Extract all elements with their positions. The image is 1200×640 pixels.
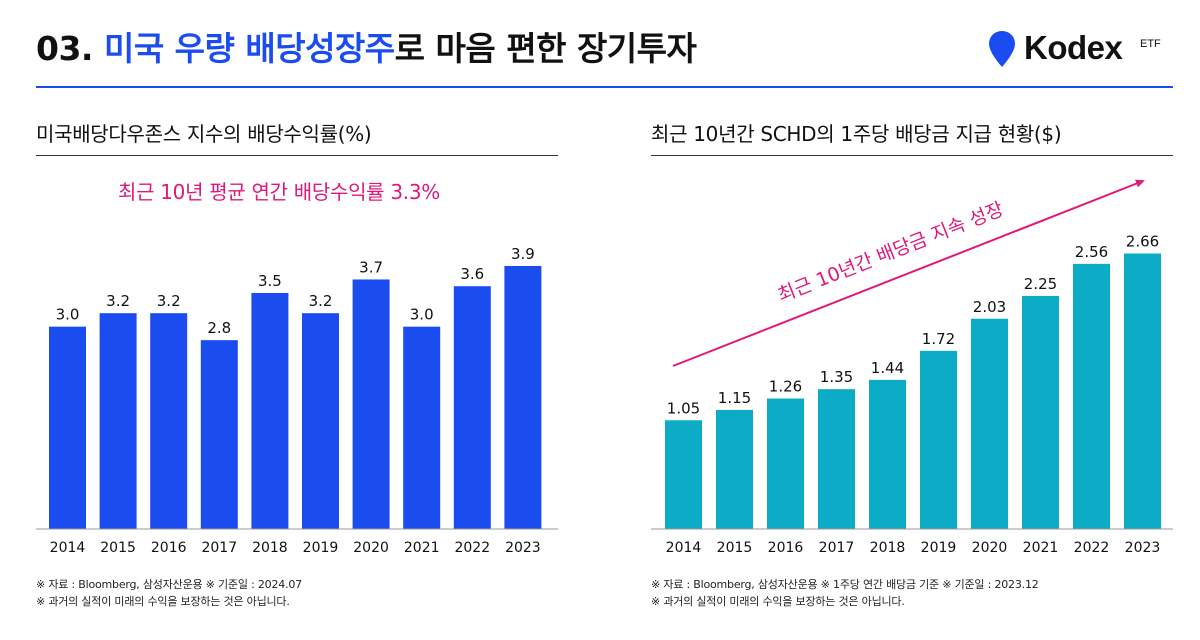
logo-text: Kodex	[1024, 29, 1123, 66]
left-chart-year-label: 2016	[151, 540, 187, 556]
page-title: 03. 미국 우량 배당성장주로 마음 편한 장기투자	[36, 22, 697, 70]
right-disclaimer-note: ※ 과거의 실적이 미래의 수익을 보장하는 것은 아닙니다.	[651, 595, 905, 608]
left-chart-value-label: 3.9	[511, 245, 535, 263]
left-chart-value-label: 3.0	[410, 306, 434, 324]
left-chart-bar	[352, 279, 390, 529]
right-chart-year-label: 2014	[666, 540, 702, 556]
left-title-divider	[36, 155, 558, 156]
left-chart-value-label: 3.7	[359, 258, 383, 276]
left-chart-bar	[504, 265, 542, 529]
left-chart-value-label: 3.2	[106, 292, 130, 310]
right-chart-value-label: 2.56	[1075, 243, 1108, 261]
right-source-note: ※ 자료 : Bloomberg, 삼성자산운용 ※ 1주당 연간 배당금 기준…	[651, 578, 1039, 591]
left-chart-value-label: 3.2	[309, 292, 333, 310]
left-chart-value-label: 2.8	[207, 319, 231, 337]
left-chart-value-label: 3.5	[258, 272, 282, 290]
right-chart-bar	[1022, 295, 1059, 529]
left-chart-bar	[150, 313, 188, 529]
left-average-annotation: 최근 10년 평균 연간 배당수익률 3.3%	[118, 180, 440, 204]
left-chart-year-label: 2023	[505, 540, 541, 556]
right-chart-bar	[818, 389, 855, 529]
right-chart-year-label: 2019	[921, 540, 957, 556]
left-chart-bar	[251, 292, 289, 529]
schd-dividend-bar-chart: 1.05 2014 1.15 2015 1.26 2016 1.35 2017 1.44 2018…	[651, 179, 1173, 556]
title-highlight: 미국 우량 배당성장주	[103, 29, 395, 68]
right-chart-year-label: 2020	[972, 540, 1008, 556]
right-chart-year-label: 2021	[1023, 540, 1059, 556]
left-chart-year-label: 2014	[50, 540, 86, 556]
left-disclaimer-note: ※ 과거의 실적이 미래의 수익을 보장하는 것은 아닙니다.	[36, 595, 290, 608]
left-chart-value-label: 3.0	[56, 306, 80, 324]
right-chart-value-label: 2.66	[1126, 233, 1159, 251]
left-chart-bar	[302, 313, 339, 529]
right-chart-value-label: 1.44	[871, 359, 904, 377]
growth-trend-arrow	[672, 179, 1145, 367]
left-chart-year-label: 2018	[252, 540, 288, 556]
right-chart-value-label: 1.35	[820, 368, 853, 386]
right-chart-bar	[920, 350, 957, 529]
left-chart-title: 미국배당다우존스 지수의 배당수익률(%)	[36, 122, 372, 146]
right-chart-value-label: 2.03	[973, 298, 1006, 316]
left-source-note: ※ 자료 : Bloomberg, 삼성자산운용 ※ 기준일 : 2024.07	[36, 578, 302, 591]
right-chart-bar	[665, 420, 702, 529]
left-chart-bar	[99, 313, 137, 529]
dividend-yield-bar-chart: 3.0 2014 3.2 2015 3.2 2016 2.8 2017 3.5 2018 3.2 20…	[36, 245, 558, 556]
right-chart-bar	[1073, 263, 1110, 529]
right-chart-year-label: 2017	[819, 540, 855, 556]
right-chart-value-label: 2.25	[1024, 275, 1057, 293]
left-chart-bar	[453, 286, 491, 529]
right-chart-value-label: 1.26	[769, 378, 802, 396]
left-chart-year-label: 2019	[303, 540, 339, 556]
right-chart-bar	[869, 379, 906, 529]
left-chart-bar	[403, 326, 441, 529]
left-chart-year-label: 2022	[454, 540, 490, 556]
left-chart-year-label: 2021	[404, 540, 440, 556]
left-chart-bar	[200, 340, 238, 529]
right-chart-title: 최근 10년간 SCHD의 1주당 배당금 지급 현황($)	[651, 122, 1062, 146]
right-chart-value-label: 1.05	[667, 399, 700, 417]
logo-subtext: ETF	[1140, 38, 1161, 50]
kodex-logo: Kodex ETF	[988, 24, 1178, 74]
right-chart-bar	[1124, 253, 1161, 529]
left-chart-year-label: 2020	[353, 540, 389, 556]
left-chart-year-label: 2015	[100, 540, 136, 556]
left-chart-bar	[49, 326, 86, 529]
title-suffix: 로 마음 편한 장기투자	[394, 29, 697, 68]
right-chart-year-label: 2022	[1074, 540, 1110, 556]
right-chart-value-label: 1.72	[922, 330, 955, 348]
right-chart-bar	[971, 318, 1008, 529]
right-chart-year-label: 2023	[1125, 540, 1161, 556]
right-title-divider	[651, 155, 1173, 156]
right-chart-bar	[767, 398, 804, 529]
growth-trend-annotation: 최근 10년간 배당금 지속 성장	[775, 198, 1007, 307]
right-chart-year-label: 2018	[870, 540, 906, 556]
header-divider	[36, 86, 1173, 88]
right-chart-value-label: 1.15	[718, 389, 751, 407]
right-chart-year-label: 2016	[768, 540, 804, 556]
left-chart-value-label: 3.2	[157, 292, 181, 310]
left-chart-value-label: 3.6	[460, 265, 484, 283]
location-pin-icon	[989, 31, 1015, 67]
right-chart-year-label: 2015	[717, 540, 753, 556]
right-chart-bar	[716, 409, 753, 529]
title-prefix: 03.	[36, 29, 104, 68]
left-chart-year-label: 2017	[201, 540, 237, 556]
